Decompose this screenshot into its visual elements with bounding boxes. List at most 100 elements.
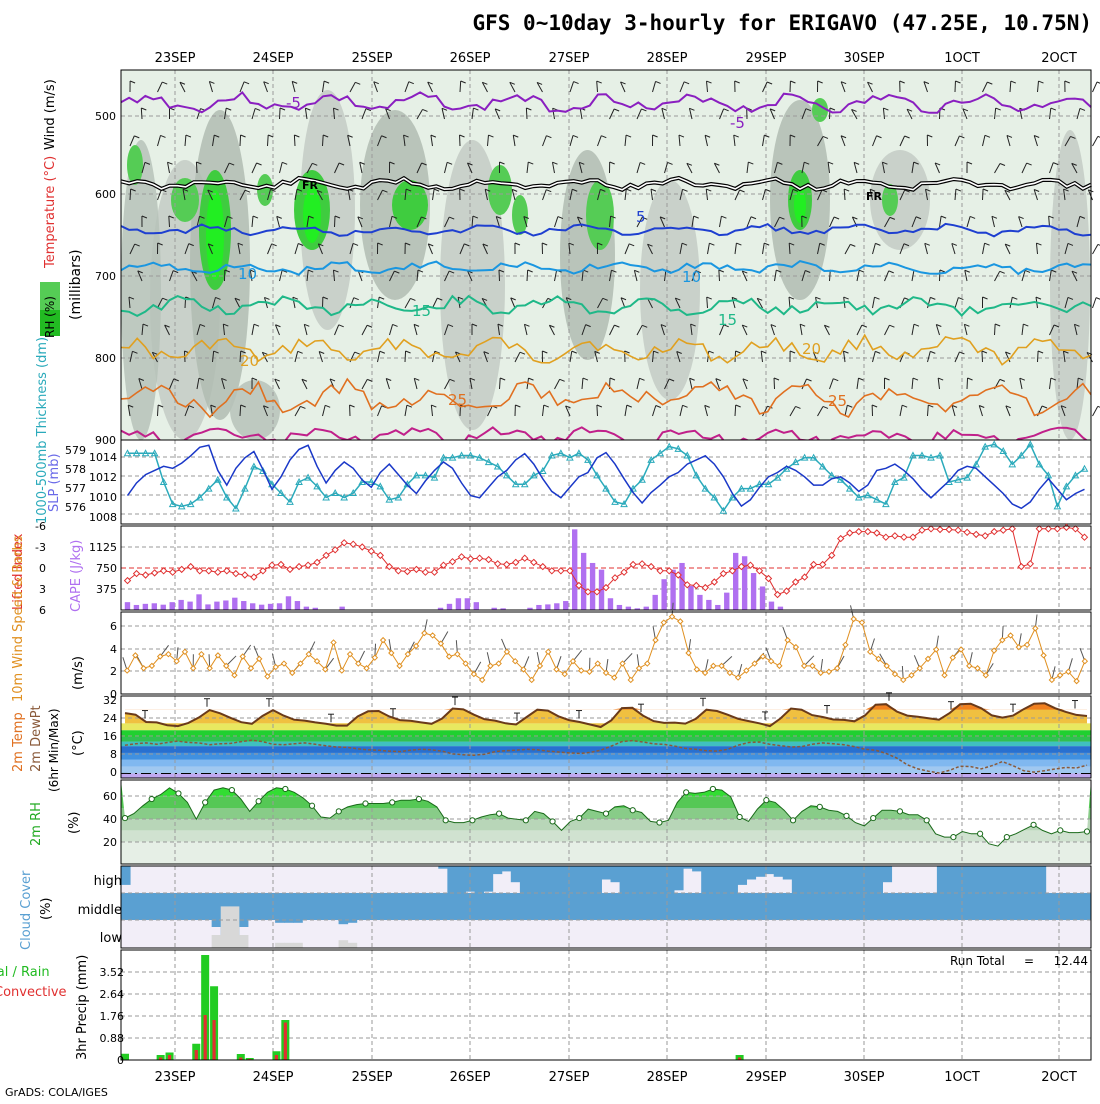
cloud-bar xyxy=(275,893,285,920)
cloud-bar xyxy=(1009,893,1019,920)
cloud-bar xyxy=(339,893,349,920)
cloud-bar xyxy=(701,866,711,893)
cloud-bar xyxy=(1082,893,1092,920)
cape-bar xyxy=(205,604,210,610)
cloud-bar xyxy=(1046,893,1056,920)
cloud-bar xyxy=(339,920,349,924)
cape-bar xyxy=(161,605,166,610)
rh-marker xyxy=(309,803,314,808)
temp-band xyxy=(121,767,1091,774)
date-label-top: 29SEP xyxy=(746,51,787,66)
cloud-low-bar xyxy=(275,943,285,948)
rh-marker xyxy=(764,798,769,803)
date-label-top: 1OCT xyxy=(944,51,980,66)
cloud-units-label: (%) xyxy=(39,898,54,921)
cape-tick: 1125 xyxy=(89,541,117,554)
cloud-bar xyxy=(574,866,584,893)
cloud-bar xyxy=(611,893,621,920)
cape-bar xyxy=(545,604,550,610)
wind-barb xyxy=(405,351,406,362)
isotherm-label: 25 xyxy=(448,391,467,409)
date-label-bottom: 27SEP xyxy=(549,1070,590,1085)
cape-bar xyxy=(751,573,756,610)
cape-bar xyxy=(178,600,183,610)
cloud-bar xyxy=(393,893,403,920)
cloud-bar xyxy=(665,866,675,893)
slp-tick: 1008 xyxy=(89,511,117,524)
wind-barb xyxy=(268,135,269,146)
cloud-bar xyxy=(320,893,330,920)
wind-barb xyxy=(280,108,281,119)
cloud-bar xyxy=(837,866,847,893)
wind-barb xyxy=(526,108,527,119)
date-label-bottom: 28SEP xyxy=(647,1070,688,1085)
date-label-bottom: 26SEP xyxy=(450,1070,491,1085)
cloud-bar xyxy=(620,866,630,893)
cloud-bar xyxy=(420,893,430,920)
rh-marker xyxy=(844,813,849,818)
cloud-bar xyxy=(475,893,485,920)
li-tick: 6 xyxy=(39,604,46,617)
credit-text: GrADS: COLA/IGES xyxy=(5,1086,108,1099)
rh-band xyxy=(121,842,1091,864)
rh-marker xyxy=(336,809,341,814)
cloud-bar xyxy=(747,893,757,920)
cape-bar xyxy=(474,602,479,610)
run-total-label: Run Total xyxy=(950,954,1005,968)
li-tick: -6 xyxy=(35,520,46,533)
cloud-bar xyxy=(692,866,702,871)
temp2m-panel: 0 8 16 24 32 2m Temp 2m DewPt (6hr Min/M… xyxy=(11,693,1091,792)
wind-barb xyxy=(967,378,968,389)
wind-barb xyxy=(527,270,528,281)
cloud-bar xyxy=(846,893,856,920)
cloud-bar xyxy=(973,866,983,893)
cloud-bar xyxy=(601,866,611,880)
rh2m-units-label: (%) xyxy=(67,812,82,835)
wind-barb xyxy=(460,81,461,92)
cloud-bar xyxy=(148,893,158,920)
isotherm-label: 15 xyxy=(412,302,431,320)
rh-core xyxy=(127,145,143,185)
wind10m-tick: 4 xyxy=(110,643,117,656)
cloud-bar xyxy=(257,893,267,920)
cloud-bar xyxy=(429,893,439,920)
cloud-bar xyxy=(1000,893,1010,920)
wind-barb xyxy=(240,135,241,146)
cloud-bar xyxy=(239,893,249,920)
cloud-bar xyxy=(783,893,793,920)
cloud-bar xyxy=(737,893,747,920)
cloud-bar xyxy=(456,866,466,893)
cloud-bar xyxy=(656,866,666,893)
cape-bar xyxy=(170,602,175,610)
rh-marker xyxy=(924,818,929,823)
cloud-bar xyxy=(873,893,883,920)
precip-conv-bar xyxy=(204,1015,207,1060)
cape-bar xyxy=(688,586,693,610)
li-tick: 3 xyxy=(39,583,46,596)
cloud-bar xyxy=(674,866,684,890)
isotherm-label: 5 xyxy=(636,208,646,226)
cape-bar xyxy=(661,579,666,610)
cloud-bar xyxy=(846,866,856,893)
precip-axis-label: 3hr Precip (mm) xyxy=(75,955,90,1060)
cape-tick: 750 xyxy=(96,562,117,575)
isotherm-label: 10 xyxy=(682,268,701,286)
isotherm-label: FR xyxy=(866,190,883,203)
cape-bar xyxy=(572,529,577,610)
cloud-bar xyxy=(837,893,847,920)
rh-marker xyxy=(790,818,795,823)
rh-marker xyxy=(122,815,127,820)
cloud-bar xyxy=(828,866,838,893)
wind-barb xyxy=(735,405,736,416)
cloud-bar xyxy=(810,866,820,893)
cloud-bar xyxy=(901,893,911,920)
cape-bar xyxy=(134,605,139,610)
cloud-bar xyxy=(592,866,602,893)
cloud-bar xyxy=(1018,866,1028,893)
temp-band xyxy=(121,737,1091,742)
temp-tick: 8 xyxy=(110,748,117,761)
precip-tick: 3.52 xyxy=(100,966,125,979)
rh-marker xyxy=(710,786,715,791)
